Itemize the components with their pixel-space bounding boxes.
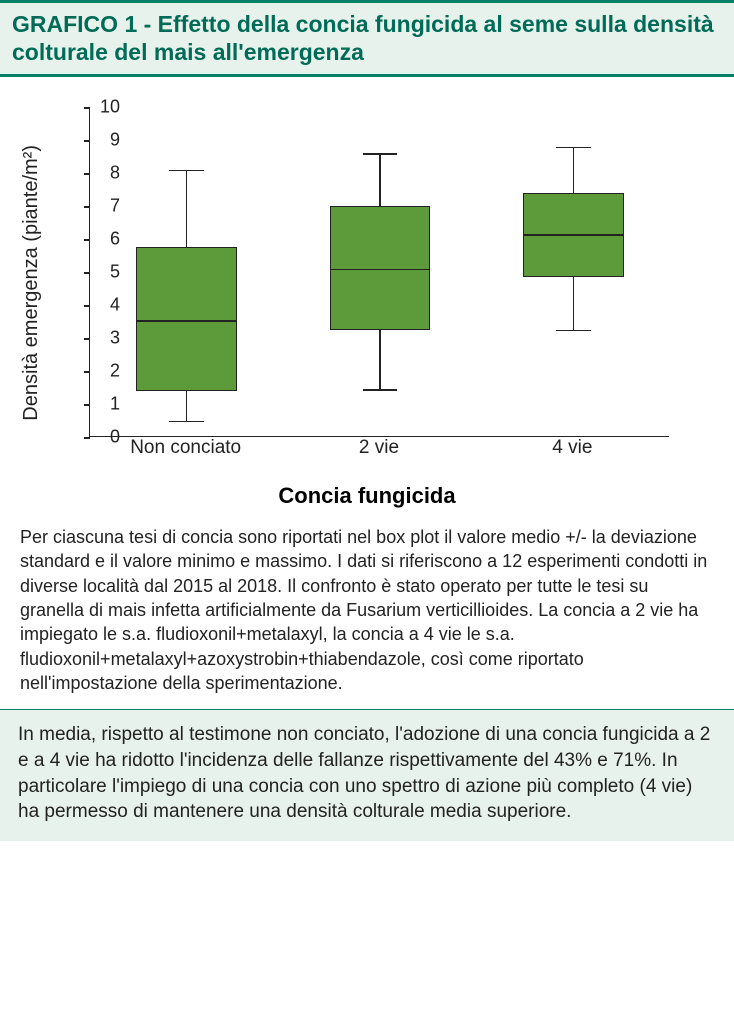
figure-caption: Per ciascuna tesi di concia sono riporta… <box>0 509 734 709</box>
y-tick-mark <box>84 305 90 307</box>
y-tick-label: 9 <box>110 130 120 151</box>
x-tick-label: 4 vie <box>476 437 669 459</box>
x-labels-row: Non conciato2 vie4 vie <box>89 437 669 459</box>
figure-title: GRAFICO 1 - Effetto della concia fungici… <box>12 11 722 66</box>
y-tick-mark <box>84 173 90 175</box>
y-tick-label: 5 <box>110 262 120 283</box>
x-tick-label: Non conciato <box>89 437 282 459</box>
y-tick-mark <box>84 371 90 373</box>
plot-region <box>89 107 669 437</box>
whisker-cap <box>169 170 204 172</box>
figure-container: GRAFICO 1 - Effetto della concia fungici… <box>0 0 734 841</box>
chart-area: 012345678910Non conciato2 vie4 vie <box>51 107 714 459</box>
y-tick-mark <box>84 239 90 241</box>
median-line <box>523 234 624 236</box>
whisker-cap <box>363 153 398 155</box>
y-tick-mark <box>84 206 90 208</box>
x-tick-label: 2 vie <box>282 437 475 459</box>
y-tick-mark <box>84 140 90 142</box>
whisker-cap <box>363 389 398 391</box>
x-axis-label: Concia fungicida <box>0 483 734 509</box>
chart-wrapper: Densità emergenza (piante/m²) 0123456789… <box>0 77 734 479</box>
title-bar: GRAFICO 1 - Effetto della concia fungici… <box>0 0 734 77</box>
y-tick-label: 4 <box>110 295 120 316</box>
y-tick-label: 1 <box>110 394 120 415</box>
y-tick-label: 3 <box>110 328 120 349</box>
y-tick-mark <box>84 107 90 109</box>
y-tick-mark <box>84 404 90 406</box>
y-axis-label: Densità emergenza (piante/m²) <box>20 145 43 421</box>
whisker-cap <box>556 330 591 332</box>
y-tick-label: 7 <box>110 196 120 217</box>
y-tick-mark <box>84 338 90 340</box>
y-tick-label: 2 <box>110 361 120 382</box>
whisker-cap <box>556 147 591 149</box>
y-tick-label: 10 <box>100 97 120 118</box>
median-line <box>136 320 237 322</box>
whisker-cap <box>169 421 204 423</box>
median-line <box>330 269 431 271</box>
y-tick-mark <box>84 272 90 274</box>
y-tick-label: 6 <box>110 229 120 250</box>
figure-summary: In media, rispetto al testimone non conc… <box>0 709 734 841</box>
y-tick-label: 8 <box>110 163 120 184</box>
